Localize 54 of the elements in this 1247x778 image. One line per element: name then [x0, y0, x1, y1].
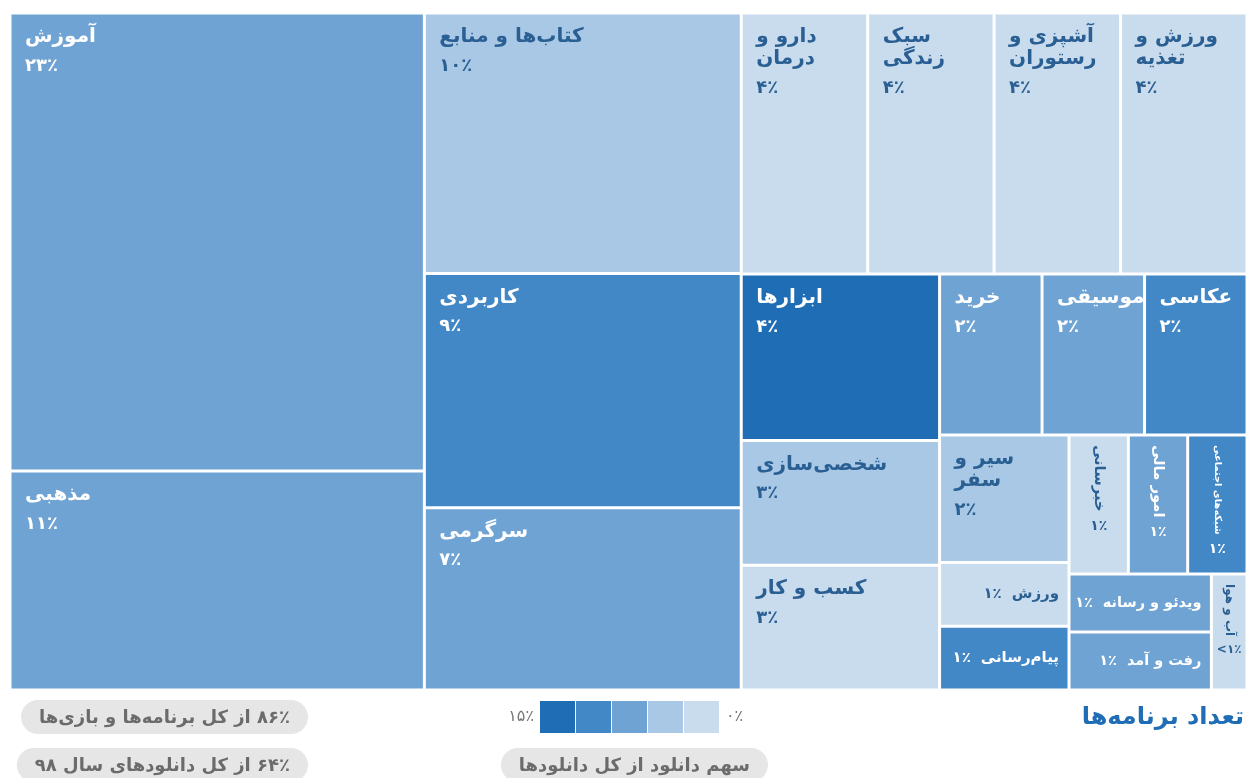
data-label: ۱٪ [1149, 523, 1167, 540]
data-label: ۲۳٪ [25, 53, 58, 75]
category-label: رفت و آمد [1126, 650, 1202, 669]
data-label: ۱٪ [1090, 517, 1108, 534]
data-label: ۳٪ [756, 605, 779, 627]
data-label: ۲٪ [954, 314, 977, 336]
data-label: ۲٪ [1159, 314, 1182, 336]
data-label: ۱٪ [952, 648, 971, 667]
category-label: کسب و کار [755, 575, 867, 600]
text: ۶۴٪ از کل دانلودهای سال ۹۸ [34, 753, 290, 776]
category-label: امور مالی [1150, 445, 1169, 518]
category-label: آشپزی و رستوران [1008, 22, 1097, 70]
data-label: ۱٪ [983, 584, 1002, 603]
category-label: شبکه‌های اجتماعی [1212, 445, 1224, 535]
category-label: موسیقی [1057, 284, 1145, 309]
data-label: ۱۰٪ [439, 53, 473, 75]
data-label: ۴٪ [756, 314, 779, 336]
text: ۱۵٪ [508, 706, 534, 726]
data-label: ۱٪ [1075, 593, 1093, 610]
data-label: ۹٪ [439, 314, 462, 336]
data-label: ۴٪ [1135, 75, 1158, 97]
category-label: ورزش و تغذیه [1134, 23, 1219, 70]
data-label: ۱٪ [1208, 540, 1226, 557]
category-label: پیام‌رسانی [980, 648, 1060, 668]
category-label: کاربردی [439, 283, 519, 308]
category-label: مذهبی [25, 481, 92, 506]
category-label: دارو و درمان [755, 23, 817, 70]
data-label: ۲٪ [954, 497, 977, 519]
data-label: ۴٪ [1009, 75, 1032, 97]
category-label: ویدئو و رسانه [1102, 593, 1202, 611]
category-label: آب و هوا [1222, 584, 1239, 637]
data-label: ۱٪ [1099, 651, 1117, 668]
category-label: آموزش [25, 22, 98, 48]
category-label: کتاب‌ها و منابع [439, 23, 585, 48]
category-label: ابزارها [756, 284, 823, 309]
data-label: ۲٪ [1057, 314, 1080, 336]
data-label: ۷٪ [439, 548, 462, 570]
text: ۰٪ [726, 706, 744, 726]
category-label: ورزش [1011, 584, 1060, 603]
category-label: سبک زندگی [882, 23, 946, 70]
category-label: سیر و سفر [953, 445, 1015, 492]
data-label: ۴٪ [882, 75, 905, 97]
data-label: ۳٪ [756, 481, 779, 503]
category-label: خرید [954, 284, 1001, 309]
color-bar-title: سهم دانلود از کل دانلودها [518, 753, 750, 776]
data-label: ۴٪ [756, 75, 779, 97]
category-label: عکاسی [1159, 284, 1233, 309]
text: ۸۶٪ از کل برنامه‌ها و بازی‌ها [39, 705, 290, 728]
category-label: شخصی‌سازی [756, 450, 888, 475]
data-label: ۱۱٪ [25, 511, 58, 533]
category-label: سرگرمی [439, 517, 529, 542]
text: تعداد برنامه‌ها [1081, 702, 1244, 731]
data-label: <۱٪ [1216, 642, 1242, 657]
category-label: خبرسانی [1090, 445, 1109, 512]
